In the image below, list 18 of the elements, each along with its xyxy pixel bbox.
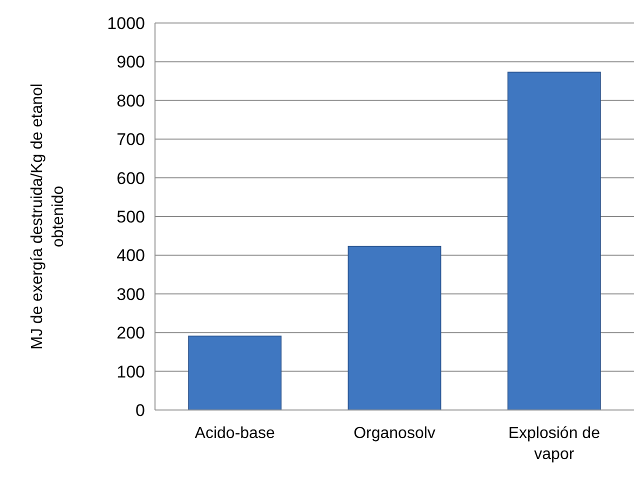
bar — [188, 336, 282, 410]
y-tick-label: 300 — [116, 284, 145, 304]
y-tick-label: 200 — [116, 324, 145, 343]
bar — [507, 72, 601, 410]
y-tick-label: 800 — [116, 91, 145, 110]
x-tick-label: Acido-base — [194, 425, 275, 442]
x-tick-label: Organosolv — [354, 425, 436, 442]
y-tick-label: 100 — [116, 362, 145, 382]
y-tick-label: 500 — [116, 207, 145, 226]
y-tick-label: 900 — [116, 52, 145, 72]
y-tick-label: 600 — [116, 168, 145, 188]
y-tick-label: 1000 — [107, 14, 145, 33]
x-tick-label: Explosión de vapor — [508, 425, 600, 463]
y-tick-label: 700 — [116, 130, 145, 150]
y-tick-label: 0 — [136, 400, 145, 420]
bar — [348, 246, 442, 410]
y-axis-title: MJ de exergía destruida/Kg de etanol obtenido — [29, 84, 67, 350]
y-tick-label: 400 — [116, 246, 145, 266]
